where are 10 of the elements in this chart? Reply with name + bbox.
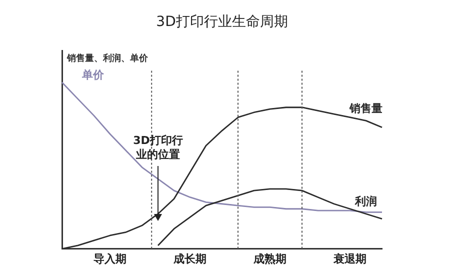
chart-title: 3D打印行业生命周期 [156,14,288,30]
x-tick-label: 导入期 [94,252,126,266]
x-tick-label: 成长期 [172,252,206,266]
series-label: 利润 [354,195,377,208]
x-tick-label: 衰退期 [332,252,366,266]
series-label: 单价 [81,68,105,82]
series-label: 销售量 [348,102,382,116]
x-tick-label: 成熟期 [252,252,286,266]
y-axis-title: 销售量、利润、单价 [66,53,149,64]
annotation: 3D打印行业的位置 [132,134,184,162]
